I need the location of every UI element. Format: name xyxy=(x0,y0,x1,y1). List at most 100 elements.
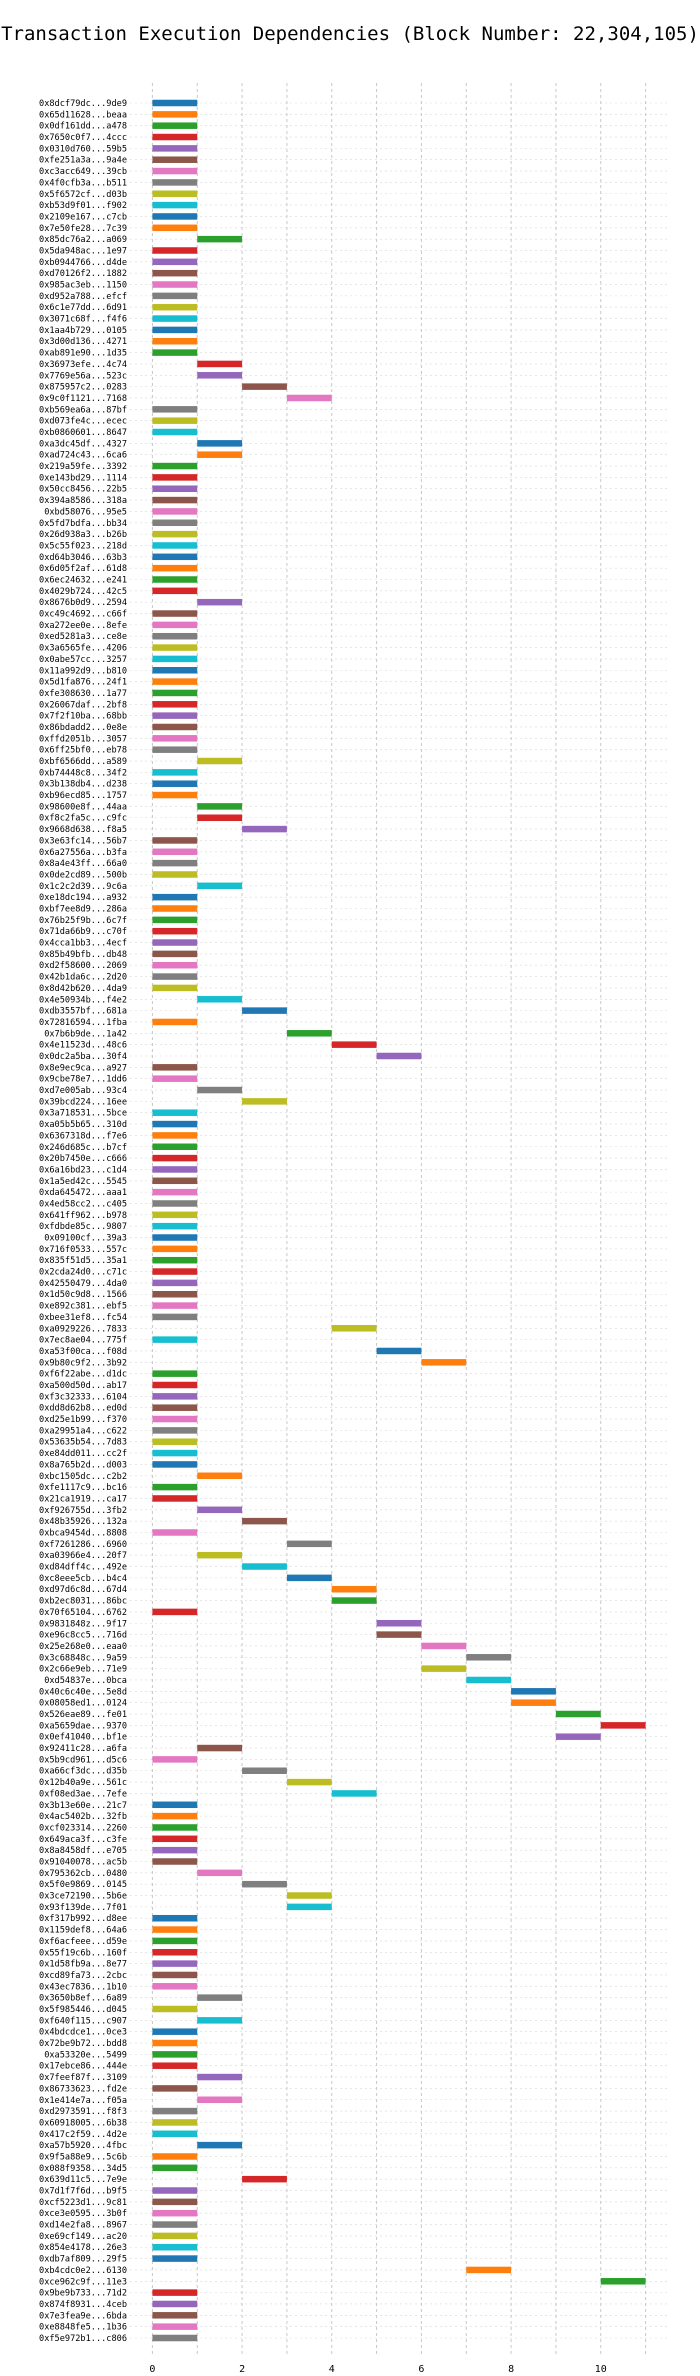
y-tick-label: 0x874f8931...4ceb xyxy=(39,2300,127,2310)
transaction-bar xyxy=(152,1756,198,1763)
grid xyxy=(130,83,668,2356)
transaction-bar xyxy=(152,632,198,640)
transaction-bar xyxy=(152,406,198,413)
transaction-bar xyxy=(152,201,198,209)
transaction-bar xyxy=(152,2198,198,2206)
y-tick-label: 0xab891e90...1d35 xyxy=(39,349,127,359)
y-tick-label: 0x08058ed1...0124 xyxy=(39,1699,127,1709)
y-tick-label: 0xc3acc649...39cb xyxy=(39,167,127,177)
transaction-bar xyxy=(152,269,198,277)
y-tick-label: 0x6ff25bf0...eb78 xyxy=(39,746,127,756)
transaction-bar xyxy=(152,723,198,731)
transaction-bar xyxy=(152,1960,198,1967)
transaction-bar xyxy=(421,1359,467,1366)
y-tick-label: 0x72816594...1fba xyxy=(39,1018,127,1028)
transaction-bar xyxy=(152,859,198,867)
transaction-bar xyxy=(331,1597,377,1604)
y-tick-label: 0x7e50fe28...7c39 xyxy=(39,224,127,234)
y-tick-label: 0x875957c2...0283 xyxy=(39,383,127,393)
y-tick-label: 0xf7261286...6960 xyxy=(39,1540,127,1550)
transaction-bar xyxy=(152,1393,198,1400)
y-tick-label: 0xe84dd011...cc2f xyxy=(39,1449,127,1459)
y-tick-label: 0xf6f22abe...d1dc xyxy=(39,1370,127,1380)
y-tick-label: 0xed5281a3...ce8e xyxy=(39,632,127,642)
y-tick-label: 0x6a27556a...b3fa xyxy=(39,848,127,858)
y-tick-label: 0xc49c4692...c66f xyxy=(39,610,127,620)
y-tick-label: 0x716f0533...557c xyxy=(39,1245,127,1255)
y-tick-label: 0xbc1505dc...c2b2 xyxy=(39,1472,127,1482)
transaction-bar xyxy=(152,1177,198,1185)
transaction-bar xyxy=(152,848,198,856)
y-tick-label: 0xad724c43...6ca6 xyxy=(39,451,127,461)
y-tick-label: 0x9be9b733...71d2 xyxy=(39,2289,127,2299)
y-tick-label: 0xd70126f2...1882 xyxy=(39,269,127,279)
transaction-bar xyxy=(152,576,198,583)
y-tick-label: 0x9831848z...9f17 xyxy=(39,1619,127,1629)
transaction-bar xyxy=(152,2232,198,2240)
y-tick-label: 0x1aa4b729...0105 xyxy=(39,326,127,336)
y-tick-label: 0xcf023314...2260 xyxy=(39,1823,127,1833)
y-tick-label: 0xf640f115...c907 xyxy=(39,2016,127,2026)
y-tick-label: 0x394a8586...318a xyxy=(39,496,127,506)
transaction-bar xyxy=(152,735,198,742)
transaction-bar xyxy=(152,1914,198,1922)
transaction-bar xyxy=(286,1892,332,1899)
y-tick-label: 0xb2ec8031...86bc xyxy=(39,1597,127,1607)
transaction-bar xyxy=(152,496,198,504)
transaction-bar xyxy=(242,1563,287,1570)
y-tick-label: 0x55f19c6b...160f xyxy=(39,1948,127,1958)
y-tick-label: 0xfe251a3a...9a4e xyxy=(39,156,127,166)
y-tick-label: 0x8676b0d9...2594 xyxy=(39,598,127,608)
transaction-bar xyxy=(152,1983,198,1990)
transaction-bar xyxy=(242,1098,287,1105)
y-tick-label: 0x1159def8...64a6 xyxy=(39,1926,127,1936)
transaction-bar xyxy=(152,1222,198,1230)
transaction-bar xyxy=(152,2289,198,2296)
transaction-bar xyxy=(152,769,198,776)
transaction-bar xyxy=(152,1143,198,1151)
y-tick-label: 0xf08ed3ae...7efe xyxy=(39,1789,127,1799)
y-tick-label: 0x98600e8f...44aa xyxy=(39,802,127,812)
y-tick-label: 0x0df161dd...a478 xyxy=(39,122,127,132)
y-tick-label: 0x4bdcdce1...0ce3 xyxy=(39,2028,127,2038)
transaction-bar xyxy=(466,2266,512,2274)
transaction-bar xyxy=(197,882,243,890)
transaction-bar xyxy=(152,1926,198,1933)
transaction-bar xyxy=(152,1835,198,1843)
y-tick-label: 0xc8eee5cb...b4c4 xyxy=(39,1574,127,1584)
x-tick-label: 2 xyxy=(239,2364,245,2375)
y-tick-label: 0x5c55f023...218d xyxy=(39,541,127,551)
y-tick-label: 0x53635b54...7d83 xyxy=(39,1438,127,1448)
transaction-bar xyxy=(152,2334,198,2342)
y-tick-label: 0x20b7450e...c666 xyxy=(39,1154,127,1164)
y-tick-label: 0x2109e167...c7cb xyxy=(39,212,127,222)
y-tick-label: 0xbf7ee8d9...286a xyxy=(39,905,127,915)
y-tick-label: 0x5f0e9869...0145 xyxy=(39,1880,127,1890)
transaction-bar xyxy=(152,2323,198,2330)
transaction-bar xyxy=(242,1517,287,1525)
transaction-bar xyxy=(555,1710,601,1718)
y-tick-label: 0xa66cf3dc...d35b xyxy=(39,1767,127,1777)
transaction-bar xyxy=(152,1449,198,1457)
x-tick-label: 0 xyxy=(149,2364,155,2375)
y-tick-label: 0x1a5ed42c...5545 xyxy=(39,1177,127,1187)
transaction-bar xyxy=(152,973,198,980)
y-tick-label: 0x7d1f7f6d...b9f5 xyxy=(39,2187,127,2197)
transaction-bar xyxy=(152,474,198,481)
transaction-bar xyxy=(152,1949,198,1956)
transaction-bar xyxy=(152,1483,198,1491)
transaction-bar xyxy=(600,2278,646,2285)
transaction-bar xyxy=(152,1438,198,1445)
transaction-bar xyxy=(197,814,243,821)
transaction-bar xyxy=(152,1937,198,1945)
y-tick-label: 0x795362cb...0480 xyxy=(39,1869,127,1879)
transaction-bar xyxy=(152,1846,198,1854)
transaction-bar xyxy=(152,1188,198,1196)
transaction-bar xyxy=(152,2300,198,2308)
transaction-bar xyxy=(152,893,198,901)
transaction-bar xyxy=(152,791,198,799)
transaction-bar xyxy=(152,213,198,220)
transaction-bar xyxy=(152,621,198,629)
y-tick-label: 0x3b138db4...d238 xyxy=(39,780,127,790)
transaction-bar xyxy=(152,224,198,232)
